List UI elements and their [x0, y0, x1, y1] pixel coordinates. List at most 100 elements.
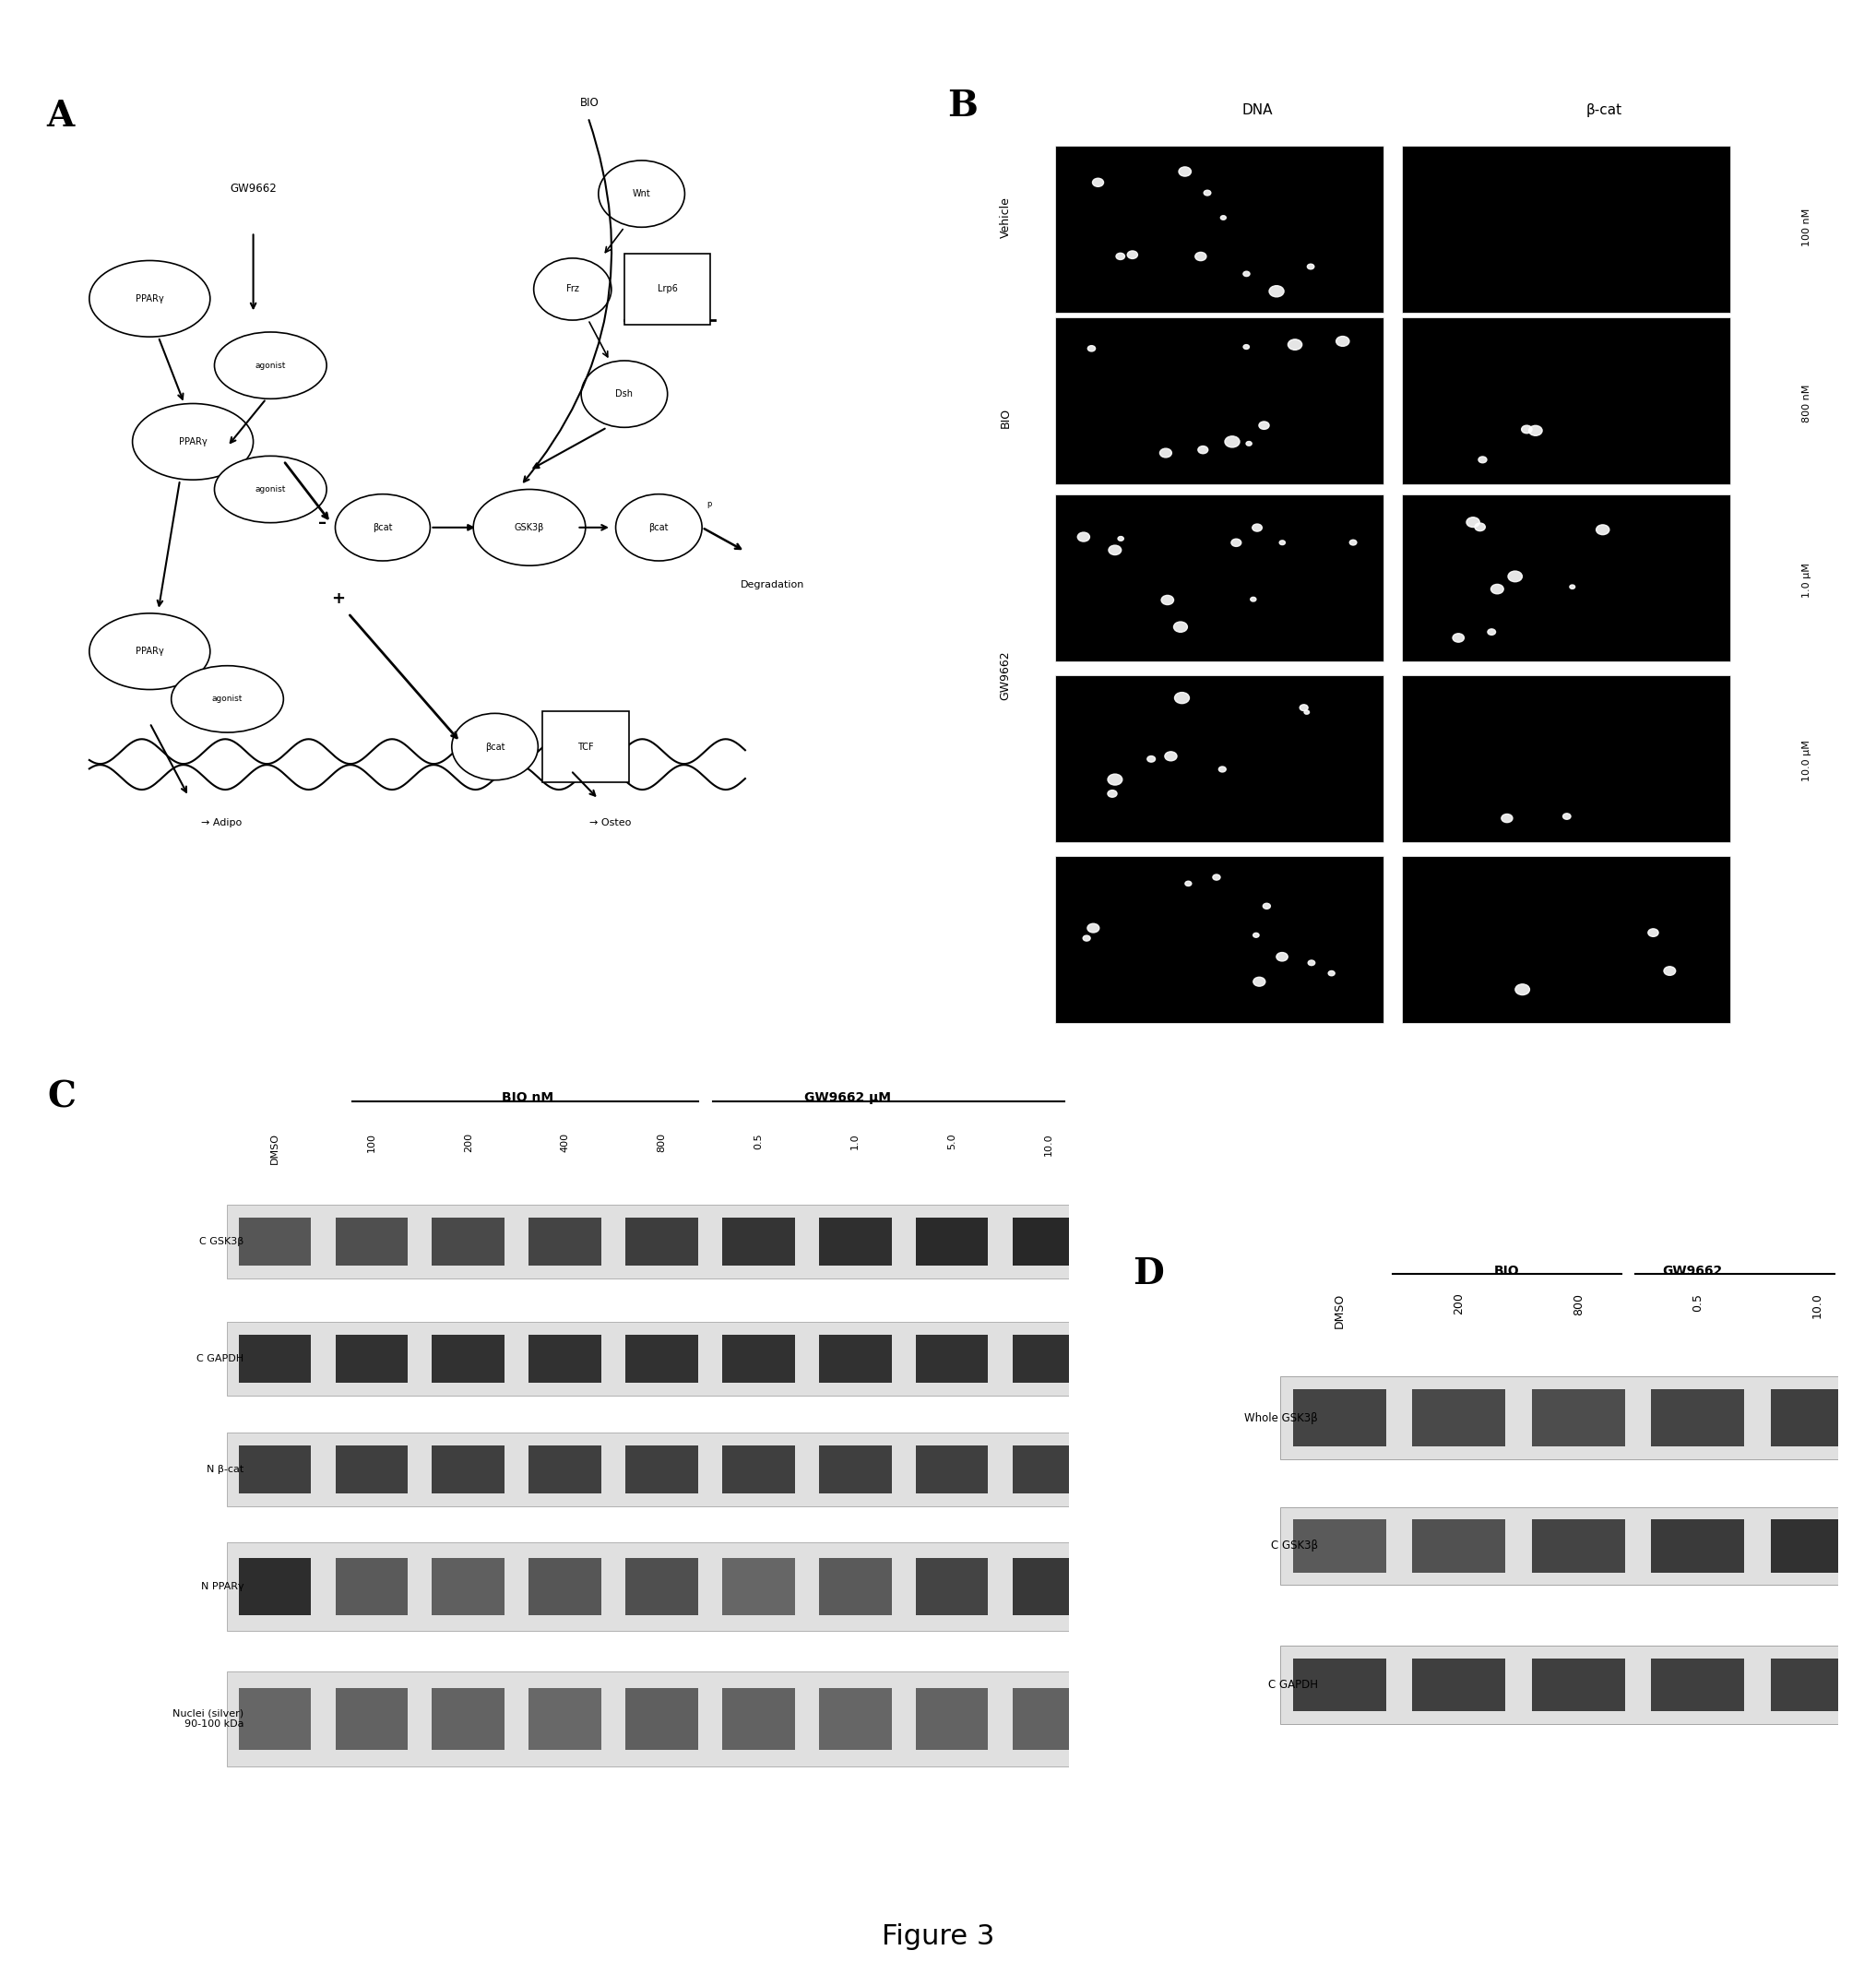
Ellipse shape: [1516, 985, 1529, 995]
Ellipse shape: [1289, 340, 1302, 350]
Ellipse shape: [1253, 524, 1263, 532]
Text: βcat: βcat: [373, 522, 392, 532]
Text: → Adipo: → Adipo: [201, 818, 242, 828]
Text: 0.5: 0.5: [754, 1132, 764, 1150]
Ellipse shape: [1270, 286, 1283, 296]
Ellipse shape: [1088, 923, 1099, 933]
Text: 100: 100: [368, 1132, 377, 1152]
Ellipse shape: [214, 332, 326, 399]
Ellipse shape: [1212, 874, 1219, 880]
Text: GSK3β: GSK3β: [514, 522, 544, 532]
Ellipse shape: [1246, 441, 1251, 445]
Bar: [1401, 495, 1730, 661]
Bar: [1279, 1646, 1876, 1724]
Text: C GSK3β: C GSK3β: [1270, 1539, 1319, 1551]
Ellipse shape: [1491, 584, 1503, 594]
Ellipse shape: [1118, 536, 1124, 540]
Ellipse shape: [1165, 751, 1176, 761]
Ellipse shape: [1308, 959, 1315, 965]
Bar: [1413, 1390, 1505, 1446]
Bar: [915, 1559, 989, 1615]
Text: 400: 400: [561, 1132, 570, 1152]
Bar: [915, 1335, 989, 1382]
Text: Frz: Frz: [567, 284, 580, 294]
Ellipse shape: [1478, 457, 1488, 463]
Bar: [625, 1559, 698, 1615]
FancyBboxPatch shape: [625, 254, 711, 326]
Text: 10.0: 10.0: [1045, 1132, 1052, 1156]
Ellipse shape: [1501, 814, 1512, 822]
Ellipse shape: [1300, 705, 1308, 711]
Ellipse shape: [1107, 775, 1122, 784]
Ellipse shape: [452, 713, 538, 780]
Ellipse shape: [1107, 790, 1116, 796]
Bar: [722, 1335, 795, 1382]
Text: 800 nM: 800 nM: [1803, 385, 1812, 423]
Ellipse shape: [1276, 953, 1287, 961]
Ellipse shape: [1521, 425, 1533, 433]
Ellipse shape: [1127, 250, 1137, 258]
Bar: [238, 1446, 311, 1493]
Bar: [820, 1446, 891, 1493]
Text: DMSO: DMSO: [270, 1132, 280, 1164]
Ellipse shape: [1244, 346, 1249, 350]
Bar: [1279, 1376, 1876, 1460]
Ellipse shape: [336, 495, 430, 560]
Bar: [1531, 1519, 1625, 1573]
Bar: [722, 1559, 795, 1615]
Ellipse shape: [1204, 191, 1210, 195]
Bar: [915, 1688, 989, 1750]
Bar: [238, 1217, 311, 1265]
Bar: [1054, 495, 1384, 661]
Bar: [431, 1559, 505, 1615]
Bar: [1293, 1658, 1386, 1712]
Bar: [1651, 1519, 1745, 1573]
Ellipse shape: [1328, 971, 1336, 975]
Text: +: +: [330, 590, 345, 608]
Text: BIO: BIO: [1495, 1265, 1520, 1279]
Ellipse shape: [1221, 216, 1227, 220]
Bar: [625, 1217, 698, 1265]
Bar: [336, 1335, 407, 1382]
Bar: [1651, 1390, 1745, 1446]
Bar: [1531, 1658, 1625, 1712]
Bar: [1771, 1519, 1863, 1573]
Text: D: D: [1133, 1257, 1163, 1291]
Text: 5.0: 5.0: [947, 1132, 957, 1150]
Bar: [1651, 1658, 1745, 1712]
Text: BIO: BIO: [580, 97, 600, 109]
Bar: [820, 1217, 891, 1265]
Text: BIO nM: BIO nM: [501, 1090, 553, 1104]
Ellipse shape: [1570, 584, 1576, 590]
Ellipse shape: [615, 495, 702, 560]
Bar: [1401, 675, 1730, 842]
Bar: [1054, 318, 1384, 485]
Text: PPARγ: PPARγ: [178, 437, 206, 447]
Bar: [238, 1559, 311, 1615]
Bar: [1054, 675, 1384, 842]
Bar: [227, 1672, 1097, 1768]
Ellipse shape: [1664, 967, 1675, 975]
Bar: [1401, 318, 1730, 485]
Text: 100 nM: 100 nM: [1803, 209, 1812, 246]
Text: agonist: agonist: [255, 485, 285, 493]
Bar: [529, 1335, 602, 1382]
Ellipse shape: [214, 457, 326, 522]
Text: GW9662 μM: GW9662 μM: [805, 1090, 891, 1104]
Ellipse shape: [1225, 437, 1240, 447]
Ellipse shape: [1529, 425, 1542, 435]
Bar: [238, 1335, 311, 1382]
Bar: [1771, 1658, 1863, 1712]
Text: C: C: [49, 1080, 77, 1114]
Bar: [625, 1446, 698, 1493]
Text: 800: 800: [1572, 1293, 1583, 1315]
Text: PPARγ: PPARγ: [135, 647, 163, 655]
Text: Vehicle: Vehicle: [1000, 197, 1011, 238]
Ellipse shape: [1077, 532, 1090, 542]
Bar: [1293, 1390, 1386, 1446]
Bar: [1293, 1519, 1386, 1573]
Bar: [915, 1446, 989, 1493]
Ellipse shape: [1508, 572, 1521, 582]
Ellipse shape: [1647, 929, 1658, 937]
Bar: [227, 1323, 1097, 1396]
